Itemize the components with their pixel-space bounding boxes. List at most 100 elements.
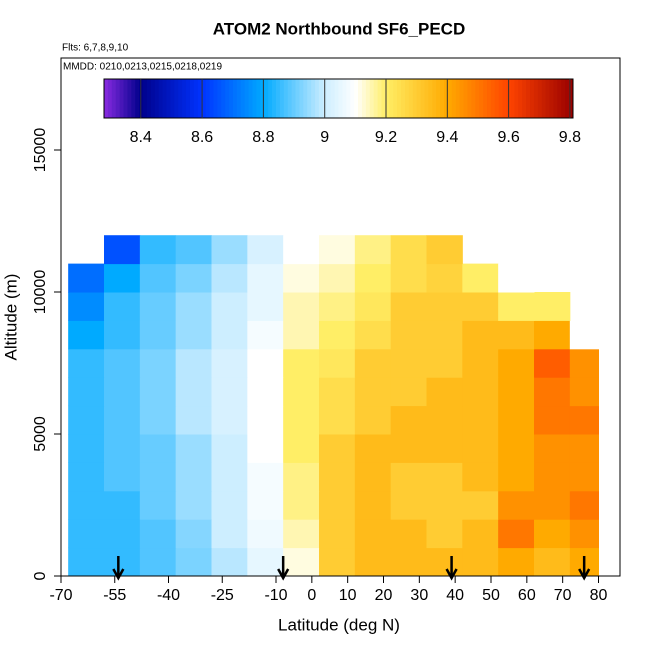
colorbar-slice bbox=[256, 79, 261, 118]
x-tick-label: 30 bbox=[410, 587, 428, 604]
heat-cell bbox=[569, 405, 599, 435]
colorbar-slice bbox=[236, 79, 242, 118]
colorbar-slice bbox=[483, 79, 488, 118]
colorbar-tick-label: 9.8 bbox=[559, 129, 581, 146]
heat-cell bbox=[247, 405, 284, 435]
colorbar-slice bbox=[201, 79, 207, 118]
colorbar-tick-label: 8.8 bbox=[252, 129, 274, 146]
colorbar-slice bbox=[385, 79, 390, 118]
colorbar-slice bbox=[459, 79, 465, 118]
heat-cell bbox=[139, 434, 177, 463]
heat-cell bbox=[68, 462, 105, 492]
colorbar-slice bbox=[248, 79, 254, 118]
heat-cell bbox=[498, 377, 535, 407]
heat-cell bbox=[498, 547, 535, 577]
colorbar-slice bbox=[393, 79, 398, 118]
y-tick-label: 15000 bbox=[32, 128, 49, 173]
heat-cell bbox=[104, 405, 141, 435]
colorbar-slice bbox=[455, 79, 461, 118]
colorbar-slice bbox=[318, 79, 324, 118]
heat-cell bbox=[498, 263, 535, 293]
colorbar-slice bbox=[146, 79, 152, 118]
heat-cell bbox=[462, 490, 499, 520]
heat-cell bbox=[319, 292, 356, 321]
colorbar-slice bbox=[440, 79, 445, 118]
heat-cell bbox=[354, 434, 392, 463]
heat-cell bbox=[569, 462, 599, 492]
heat-cell bbox=[462, 377, 499, 407]
heat-cell bbox=[462, 292, 499, 321]
heat-cell bbox=[426, 547, 463, 577]
chart-title: ATOM2 Northbound SF6_PECD bbox=[213, 19, 466, 38]
colorbar-slice bbox=[541, 79, 547, 118]
heat-cell bbox=[354, 405, 392, 435]
colorbar-slice bbox=[225, 79, 230, 118]
heat-cell bbox=[211, 348, 248, 378]
heat-cell bbox=[569, 490, 599, 520]
heat-cell bbox=[139, 348, 177, 378]
heat-cell bbox=[426, 462, 463, 492]
heat-cell bbox=[104, 434, 141, 463]
x-tick-label: -70 bbox=[49, 587, 72, 604]
heat-cell bbox=[390, 547, 427, 577]
heat-cell bbox=[390, 320, 427, 350]
heat-cell bbox=[247, 377, 284, 407]
colorbar-slice bbox=[514, 79, 519, 118]
heat-cell bbox=[175, 462, 212, 492]
colorbar-slice bbox=[565, 79, 570, 118]
heat-cell bbox=[175, 490, 212, 520]
colorbar-slice bbox=[221, 79, 226, 118]
x-tick-label: 40 bbox=[446, 587, 464, 604]
colorbar-slice bbox=[350, 79, 355, 118]
x-axis-label: Latitude (deg N) bbox=[278, 615, 400, 634]
colorbar-slice bbox=[463, 79, 468, 118]
heat-cell bbox=[211, 235, 248, 265]
colorbar-slice bbox=[502, 79, 508, 118]
heat-cell bbox=[175, 292, 212, 321]
colorbar-slice bbox=[193, 79, 199, 118]
heat-cell bbox=[68, 348, 105, 378]
colorbar-slice bbox=[315, 79, 320, 118]
x-tick-label: -40 bbox=[157, 587, 180, 604]
heat-cell bbox=[211, 547, 248, 577]
heat-cell bbox=[319, 320, 356, 350]
heat-cell bbox=[175, 348, 212, 378]
colorbar-slice bbox=[104, 79, 109, 118]
colorbar-tick-label: 8.6 bbox=[191, 129, 213, 146]
colorbar-slice bbox=[487, 79, 492, 118]
colorbar-slice bbox=[569, 79, 574, 118]
heat-cell bbox=[354, 547, 392, 577]
heat-cell bbox=[139, 377, 177, 407]
heat-cell bbox=[283, 490, 320, 520]
heat-cell bbox=[390, 519, 427, 549]
heat-cell bbox=[498, 490, 535, 520]
colorbar-slice bbox=[303, 79, 308, 118]
heat-cell bbox=[354, 292, 392, 321]
heat-cell bbox=[534, 348, 571, 378]
heat-cell bbox=[175, 434, 212, 463]
heat-cell bbox=[569, 348, 599, 378]
colorbar-slice bbox=[279, 79, 285, 118]
heat-cell bbox=[211, 263, 248, 293]
heat-cell bbox=[498, 519, 535, 549]
colorbar-slice bbox=[330, 79, 336, 118]
colorbar-slice bbox=[275, 79, 281, 118]
heat-cell bbox=[139, 320, 177, 350]
heat-cell bbox=[283, 320, 320, 350]
heat-cell bbox=[534, 490, 571, 520]
heat-cell bbox=[534, 320, 571, 350]
heat-cell bbox=[426, 292, 463, 321]
colorbar-slice bbox=[217, 79, 222, 118]
heat-cell bbox=[211, 462, 248, 492]
colorbar-slice bbox=[412, 79, 418, 118]
heat-cell bbox=[569, 434, 599, 463]
heat-cell bbox=[462, 348, 499, 378]
heat-cell bbox=[569, 519, 599, 549]
colorbar-slice bbox=[444, 79, 449, 118]
x-tick-label: 20 bbox=[375, 587, 393, 604]
heat-cell bbox=[534, 377, 571, 407]
heat-cell bbox=[175, 263, 212, 293]
colorbar-slice bbox=[111, 79, 117, 118]
colorbar-slice bbox=[416, 79, 422, 118]
